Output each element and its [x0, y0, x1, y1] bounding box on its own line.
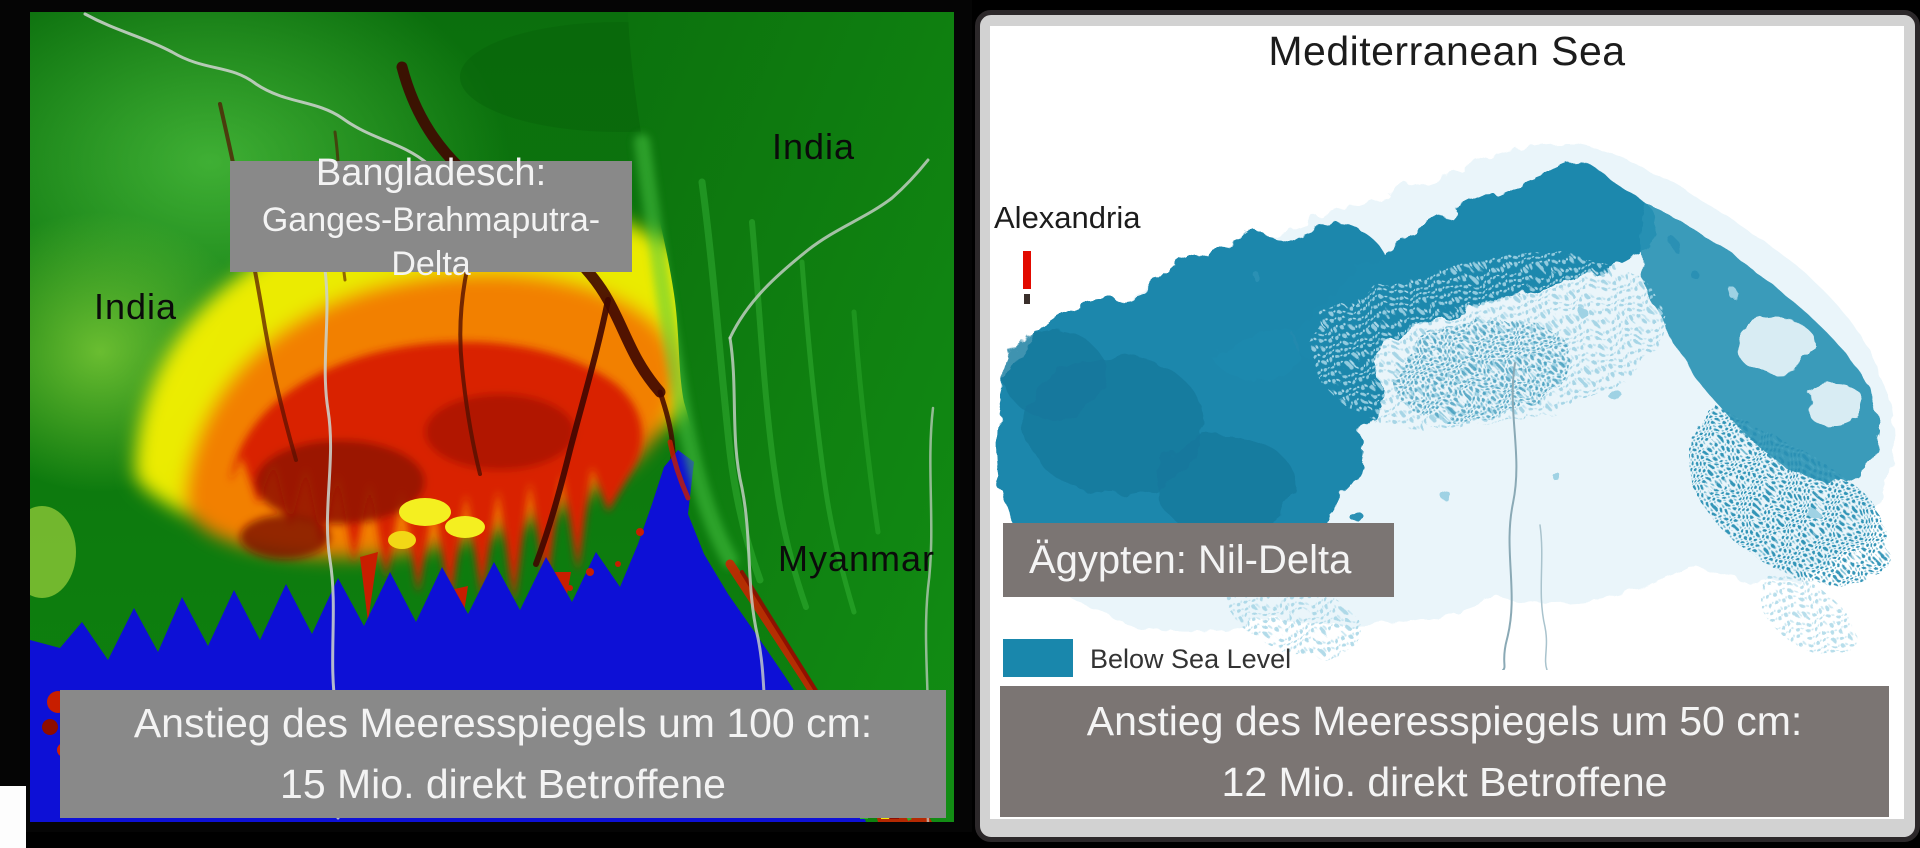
alexandria-marker-dot-icon [1024, 294, 1030, 304]
left-caption-line2: 15 Mio. direkt Betroffene [280, 761, 726, 807]
below-sea-level-swatch [1003, 639, 1073, 677]
right-caption-line1: Anstieg des Meeresspiegels um 50 cm: [1086, 697, 1803, 744]
region-title-line1: Bangladesch: [315, 151, 547, 194]
right-caption-box: Anstieg des Meeresspiegels um 50 cm: 12 … [1000, 686, 1889, 817]
left-caption-box: Anstieg des Meeresspiegels um 100 cm: 15… [60, 690, 946, 818]
legend-swatch [1003, 639, 1073, 677]
eastern-hills [628, 12, 954, 822]
map-title: Mediterranean Sea [1268, 28, 1626, 74]
left-caption-line1: Anstieg des Meeresspiegels um 100 cm: [133, 700, 873, 746]
region-title-line2: Ganges-Brahmaputra-Delta [261, 200, 601, 283]
nile-delta-inundation-graphic [996, 143, 1894, 670]
alexandria-marker-icon [1023, 251, 1031, 289]
label-myanmar: Myanmar [778, 538, 936, 579]
label-india-northeast: India [772, 126, 856, 167]
legend-label: Below Sea Level [1090, 644, 1292, 674]
region-title-egypt: Ägypten: Nil-Delta [1029, 537, 1352, 582]
label-alexandria: Alexandria [994, 200, 1141, 235]
bangladesh-map-panel: India India Myanmar Bangladesch: Ganges-… [0, 0, 972, 832]
label-india-west: India [94, 286, 178, 327]
region-title-box: Bangladesch: Ganges-Brahmaputra-Delta [230, 152, 632, 283]
region-title-box-egypt: Ägypten: Nil-Delta [1003, 523, 1394, 597]
slide-background-corner [0, 786, 26, 848]
nile-branch-lines [1502, 362, 1548, 670]
right-caption-line2: 12 Mio. direkt Betroffene [1221, 758, 1668, 805]
